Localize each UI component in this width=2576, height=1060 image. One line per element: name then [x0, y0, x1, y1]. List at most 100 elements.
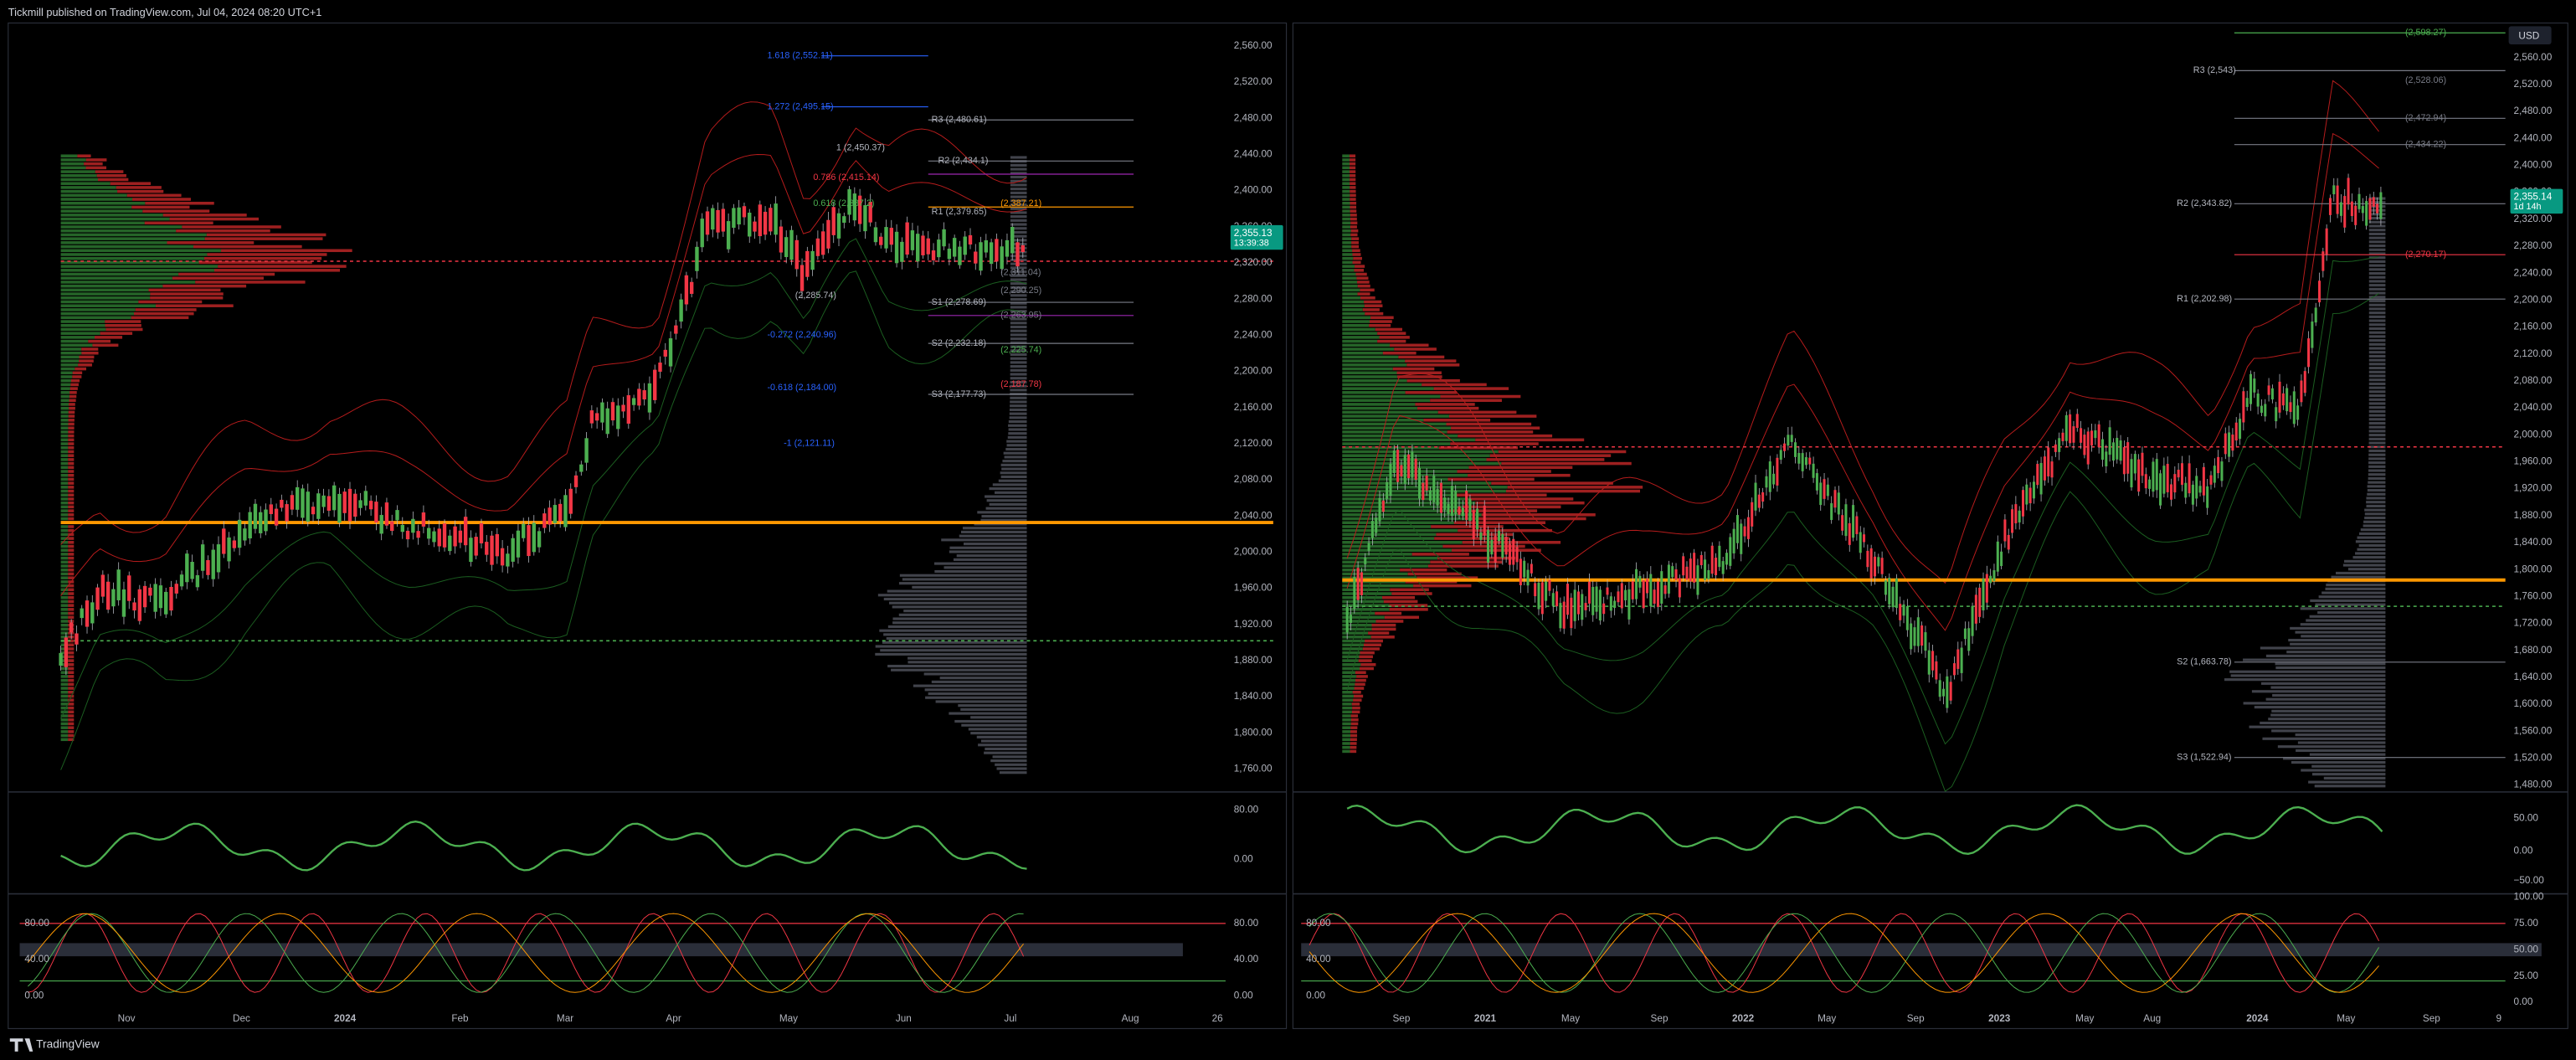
volume-profile-bar	[2368, 327, 2386, 331]
price-axis-label: 2,400.00	[1234, 185, 1273, 196]
candle	[1787, 435, 1790, 446]
candle	[1432, 475, 1436, 502]
volume-profile-bar	[1342, 399, 1431, 403]
volume-profile-bar	[68, 544, 75, 548]
candle	[1743, 526, 1746, 537]
level-label: (2,434.22)	[2405, 140, 2446, 150]
candle	[2083, 435, 2086, 455]
price-axis-label: 1,720.00	[2513, 618, 2552, 629]
volume-profile-bar	[1010, 341, 1027, 344]
volume-profile-bar	[2368, 244, 2386, 248]
candle	[1927, 650, 1931, 675]
candle	[1581, 594, 1584, 620]
candle	[342, 491, 347, 513]
candle	[900, 241, 904, 262]
price-axis-label: 2,480.00	[2513, 105, 2552, 116]
volume-profile-bar	[1342, 426, 1452, 430]
volume-profile-bar	[1010, 388, 1027, 392]
candle	[2350, 201, 2353, 217]
candle	[332, 485, 337, 511]
volume-profile-bar	[1342, 572, 1408, 576]
volume-profile-bar	[1342, 505, 1463, 509]
volume-profile-bar	[1342, 461, 1502, 466]
candle	[1555, 591, 1559, 607]
price-axis-label: 1,920.00	[1234, 619, 1273, 630]
candle	[573, 475, 578, 487]
volume-profile-bar	[1342, 332, 1378, 335]
volume-profile-bar	[1390, 588, 1429, 592]
candle	[1472, 510, 1475, 539]
level-label: S2 (2,232.18)	[932, 338, 986, 348]
candle	[105, 581, 111, 610]
volume-profile-bar	[2368, 335, 2386, 338]
volume-profile-bar	[60, 576, 69, 579]
volume-profile-bar	[1377, 332, 1406, 335]
volume-profile-bar	[1342, 742, 1350, 745]
volume-profile-bar	[1362, 647, 1380, 651]
candle	[1642, 580, 1645, 609]
stoch-axis-label: 80.00	[1306, 918, 1331, 929]
volume-profile-bar	[68, 564, 75, 568]
volume-profile-bar	[977, 511, 1027, 514]
volume-profile-bar	[1430, 399, 1502, 403]
volume-profile-bar	[1009, 408, 1027, 411]
volume-profile-bar	[960, 708, 1027, 711]
candle	[847, 189, 851, 215]
candle	[2365, 201, 2368, 226]
candle	[2122, 447, 2126, 475]
volume-profile-bar	[60, 666, 69, 671]
volume-profile-bar	[2260, 646, 2386, 650]
volume-profile-bar	[1342, 311, 1365, 316]
volume-profile-bar	[1342, 410, 1438, 414]
volume-profile-bar	[60, 359, 80, 363]
price-axis-label: 1,760.00	[1234, 764, 1273, 774]
volume-profile-bar	[2254, 706, 2386, 709]
volume-profile-bar	[60, 537, 69, 540]
volume-profile-bar	[2364, 516, 2386, 520]
candle	[227, 537, 231, 562]
price-axis-label: 1,960.00	[1234, 583, 1273, 594]
candle	[1450, 486, 1453, 517]
candle	[1512, 538, 1515, 565]
volume-profile-bar	[193, 244, 302, 249]
stoch-line	[27, 913, 1024, 993]
volume-profile-bar	[949, 546, 1027, 549]
volume-profile-bar	[1349, 158, 1356, 162]
volume-profile-bar	[60, 170, 95, 173]
volume-profile-bar	[60, 442, 69, 445]
candle	[2162, 466, 2166, 494]
price-axis-label: 1,480.00	[2513, 780, 2552, 790]
volume-profile-bar	[1342, 209, 1350, 213]
volume-profile-bar	[68, 486, 75, 489]
volume-profile-bar	[1342, 639, 1365, 643]
volume-profile-bar	[1342, 564, 1428, 568]
volume-profile-bar	[923, 672, 1027, 676]
candle	[259, 512, 263, 533]
candle	[842, 216, 846, 224]
volume-profile-bar	[1342, 347, 1395, 351]
candle	[763, 211, 768, 235]
volume-profile-bar	[60, 249, 222, 253]
volume-profile-bar	[1010, 282, 1027, 286]
volume-profile-bar	[60, 690, 69, 694]
volume-profile-bar	[206, 233, 326, 237]
candle	[2285, 388, 2289, 412]
volume-profile-bar	[1355, 678, 1366, 682]
volume-profile-bar	[2265, 697, 2386, 701]
volume-profile-bar	[2262, 737, 2386, 740]
volume-profile-bar	[117, 189, 164, 193]
volume-profile-bar	[1010, 325, 1027, 329]
time-axis-label: Mar	[557, 1013, 573, 1024]
candle	[1699, 554, 1703, 565]
candle	[2148, 479, 2152, 489]
volume-profile-bar	[985, 495, 1027, 498]
volume-profile-bar	[875, 652, 1027, 656]
volume-profile-bar	[79, 355, 95, 359]
time-axis-label: Nov	[118, 1013, 136, 1024]
candle	[1682, 556, 1685, 576]
price-axis-label: 2,280.00	[2513, 240, 2552, 251]
volume-profile-bar	[1350, 162, 1356, 166]
volume-profile-bar	[68, 702, 75, 706]
volume-profile-bar	[2317, 611, 2386, 615]
